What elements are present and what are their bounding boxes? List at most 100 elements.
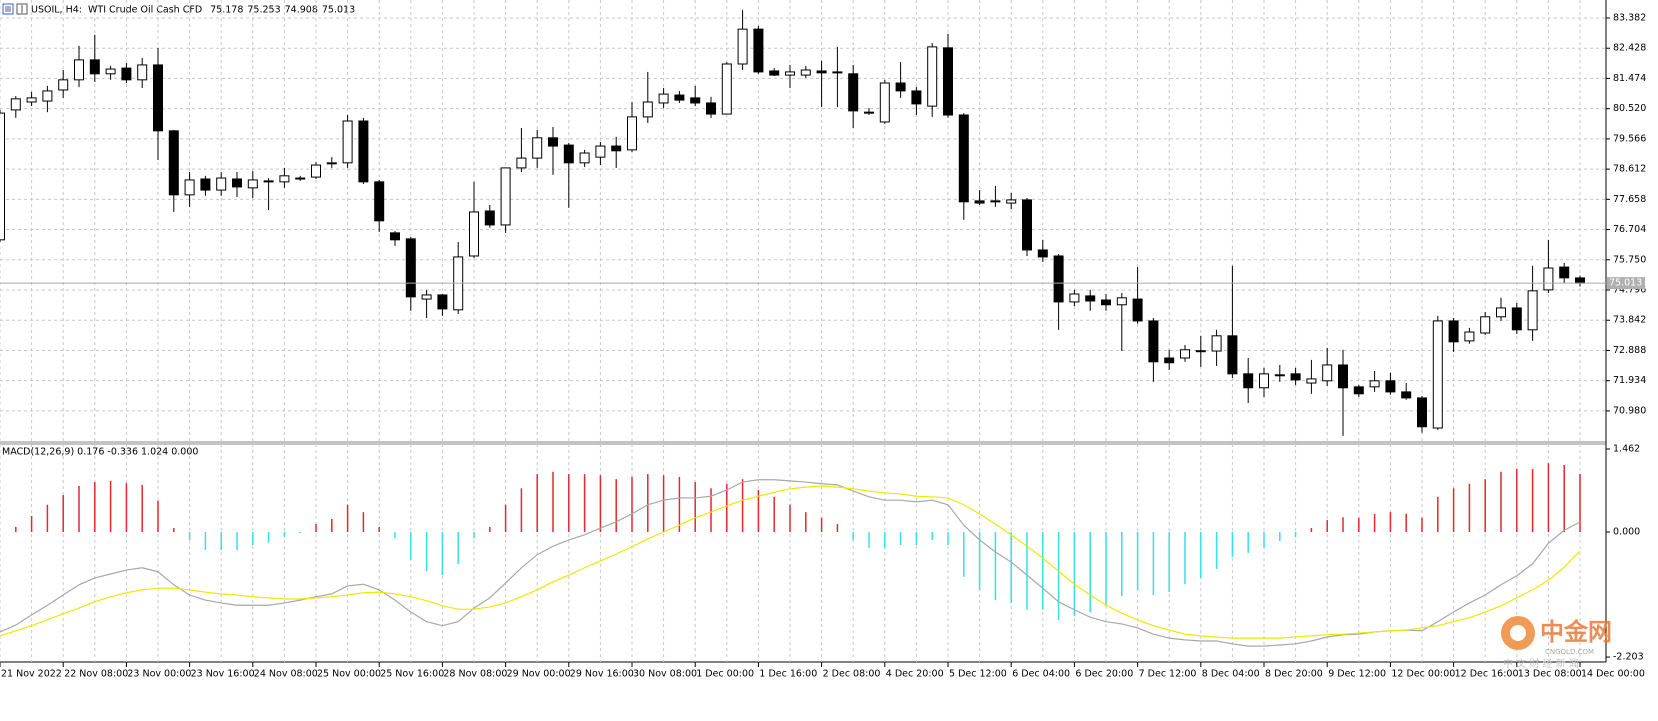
candle-body	[311, 164, 321, 178]
candle-body	[1353, 386, 1364, 395]
candle-body	[295, 177, 306, 180]
y-tick-label: 77.658	[1613, 194, 1646, 205]
candle-body	[753, 28, 764, 73]
watermark-logo	[1510, 625, 1526, 641]
y-tick-label: 0.000	[1613, 526, 1640, 537]
candle-body	[879, 82, 890, 123]
candle-body	[911, 90, 922, 105]
x-tick-label: 21 Nov 2022	[1, 669, 62, 680]
candle-body	[437, 294, 448, 310]
candle-body	[58, 79, 69, 91]
candle-body	[1069, 293, 1080, 303]
x-tick-label: 29 Nov 00:00	[507, 669, 571, 680]
candle-body	[1259, 373, 1269, 389]
x-tick-label: 12 Dec 16:00	[1455, 669, 1519, 680]
candle-body	[374, 181, 385, 222]
candle-body	[595, 145, 606, 158]
candle-body	[1385, 380, 1396, 393]
candle-body	[958, 114, 969, 203]
candle-body	[1195, 350, 1206, 353]
candle-body	[484, 210, 495, 226]
y-tick-label: 71.934	[1613, 375, 1646, 386]
candle-body	[342, 120, 353, 164]
y-tick-label: -2.203	[1613, 652, 1644, 663]
candle-body	[1496, 307, 1506, 318]
candle-body	[279, 175, 290, 183]
candle-body	[1227, 335, 1238, 375]
candle-body	[1085, 295, 1096, 302]
candle-body	[927, 46, 938, 107]
candle-body	[42, 90, 53, 102]
candle-body	[1006, 199, 1017, 204]
ohlc-high: 75.253	[247, 4, 280, 15]
candle-body	[721, 63, 732, 115]
x-tick-label: 1 Dec 16:00	[759, 669, 817, 680]
candle-body	[0, 112, 5, 241]
ohlc-open: 75.178	[210, 4, 243, 15]
candle-body	[1148, 320, 1159, 363]
candle-body	[611, 145, 622, 152]
indicator-line	[0, 479, 1581, 647]
candle-body	[816, 70, 827, 74]
candle-body	[1464, 331, 1475, 342]
candle-body	[89, 59, 100, 75]
candle-body	[1306, 378, 1317, 384]
x-tick-label: 1 Dec 00:00	[696, 669, 754, 680]
candle-body	[990, 200, 1001, 203]
candle-body	[1543, 267, 1554, 291]
candle-body	[1575, 277, 1585, 284]
y-tick-label: 1.462	[1613, 443, 1640, 454]
x-tick-label: 23 Nov 16:00	[191, 669, 255, 680]
candle-body	[1243, 373, 1254, 389]
y-tick-label: 73.842	[1613, 315, 1646, 326]
candle-body	[832, 71, 843, 74]
candle-body	[943, 47, 953, 116]
candle-body	[548, 137, 558, 147]
candle-body	[579, 152, 590, 164]
candle-body	[1132, 298, 1143, 322]
current-price-label: 75.013	[1609, 278, 1642, 289]
candle-body	[627, 116, 637, 151]
candle-body	[1211, 335, 1222, 352]
y-tick-label: 74.796	[1613, 285, 1646, 296]
y-tick-label: 83.382	[1613, 12, 1646, 23]
candle-body	[390, 232, 400, 241]
candle-body	[1274, 374, 1285, 377]
candle-body	[1101, 299, 1111, 306]
header: USOIL, H4: WTI Crude Oil Cash CFD 75.178 7…	[31, 4, 355, 15]
x-tick-label: 28 Nov 08:00	[443, 669, 507, 680]
candle-body	[216, 177, 227, 191]
x-tick-label: 12 Dec 00:00	[1391, 669, 1455, 680]
x-tick-label: 22 Nov 08:00	[64, 669, 128, 680]
symbol-icon	[2, 3, 28, 15]
candle-body	[26, 97, 37, 103]
candle-body	[1417, 397, 1427, 428]
candle-body	[532, 137, 543, 159]
candle-body	[785, 71, 795, 76]
candle-body	[326, 162, 337, 165]
candle-body	[1338, 364, 1348, 389]
x-tick-label: 29 Nov 16:00	[570, 669, 634, 680]
candle-body	[706, 102, 716, 115]
candle-body	[1401, 391, 1412, 399]
chart-title: USOIL, H4: WTI Crude Oil Cash CFD	[31, 4, 202, 15]
watermark: 中金网 CNGOLD.COM 中 文 财 经 新 闻	[1501, 616, 1612, 670]
x-tick-label: 4 Dec 20:00	[886, 669, 944, 680]
candle-body	[737, 28, 748, 65]
candle-body	[1180, 349, 1190, 359]
y-tick-label: 70.980	[1613, 405, 1646, 416]
candle-body	[1369, 380, 1380, 388]
x-tick-label: 6 Dec 20:00	[1075, 669, 1133, 680]
candle-body	[642, 101, 653, 118]
indicator-title: MACD(12,26,9) 0.176 -0.336 1.024 0.000	[2, 447, 198, 458]
candle-body	[121, 67, 132, 81]
candle-body	[1448, 320, 1459, 343]
candle-body	[864, 111, 874, 114]
candle-body	[10, 98, 21, 111]
candle-body	[1022, 199, 1032, 251]
candle-body	[800, 69, 811, 76]
ohlc-low: 74.908	[285, 4, 318, 15]
